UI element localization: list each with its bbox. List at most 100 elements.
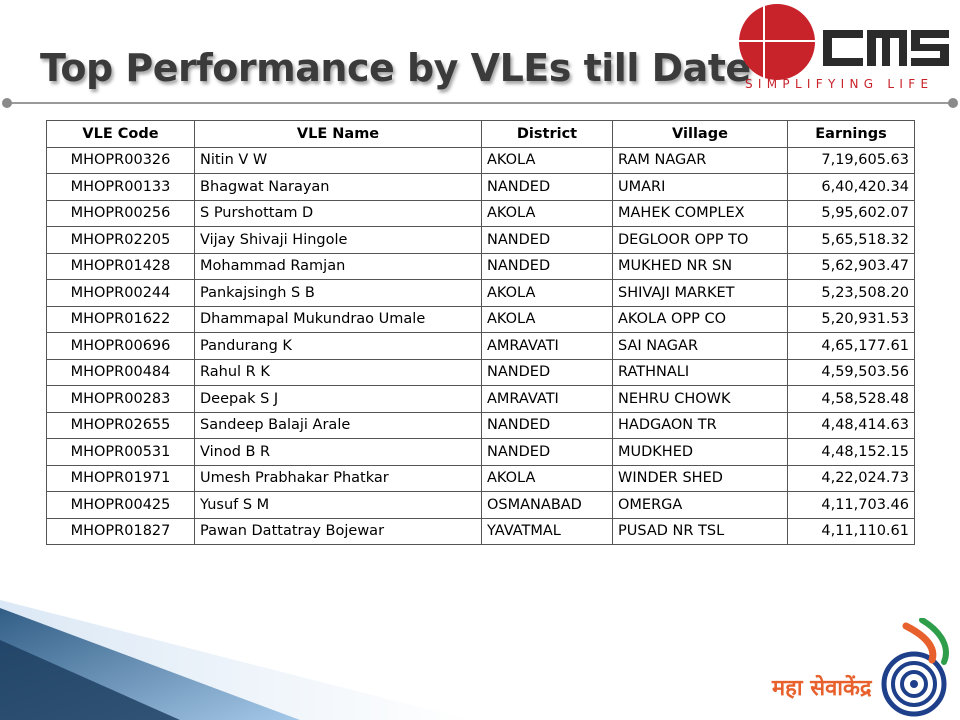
table-row: MHOPR00283 Deepak S J AMRAVATI NEHRU CHOWK 4… <box>46 385 915 413</box>
header-district: District <box>481 120 613 148</box>
header-village: Village <box>612 120 788 148</box>
maha-seva-kendra-logo <box>881 618 949 717</box>
cell-vle-code: MHOPR01971 <box>46 464 195 492</box>
cell-vle-name: Vinod B R <box>194 438 482 466</box>
cell-district: OSMANABAD <box>481 491 613 519</box>
cell-village: MUDKHED <box>612 438 788 466</box>
cell-earnings: 5,95,602.07 <box>787 199 915 227</box>
cell-village: MAHEK COMPLEX <box>612 199 788 227</box>
vle-performance-table: VLE Code VLE Name District Village Earni… <box>46 120 915 545</box>
cell-vle-name: Vijay Shivaji Hingole <box>194 226 482 254</box>
cell-vle-name: S Purshottam D <box>194 199 482 227</box>
cell-vle-name: Pawan Dattatray Bojewar <box>194 517 482 545</box>
title-divider <box>5 102 955 104</box>
cell-vle-code: MHOPR00531 <box>46 438 195 466</box>
cell-earnings: 4,11,703.46 <box>787 491 915 519</box>
table-row: MHOPR00326 Nitin V W AKOLA RAM NAGAR 7,19,60… <box>46 146 915 174</box>
cell-vle-name: Pandurang K <box>194 332 482 360</box>
cell-district: NANDED <box>481 252 613 280</box>
cell-vle-code: MHOPR00696 <box>46 332 195 360</box>
cell-village: MUKHED NR SN <box>612 252 788 280</box>
cell-vle-name: Bhagwat Narayan <box>194 173 482 201</box>
cell-vle-code: MHOPR00256 <box>46 199 195 227</box>
cell-village: SHIVAJI MARKET <box>612 279 788 307</box>
cell-earnings: 6,40,420.34 <box>787 173 915 201</box>
table-row: MHOPR00531 Vinod B R NANDED MUDKHED 4,48,152… <box>46 438 915 466</box>
cell-district: AKOLA <box>481 199 613 227</box>
cell-vle-code: MHOPR00133 <box>46 173 195 201</box>
table-row: MHOPR00133 Bhagwat Narayan NANDED UMARI 6,40… <box>46 173 915 201</box>
slide-title: Top Performance by VLEs till Date <box>40 46 751 90</box>
cell-district: NANDED <box>481 438 613 466</box>
cell-village: SAI NAGAR <box>612 332 788 360</box>
cell-vle-code: MHOPR01622 <box>46 305 195 333</box>
cell-vle-name: Dhammapal Mukundrao Umale <box>194 305 482 333</box>
table-row: MHOPR02655 Sandeep Balaji Arale NANDED HADG… <box>46 411 915 439</box>
table-header-row: VLE Code VLE Name District Village Earni… <box>46 120 915 148</box>
cell-vle-name: Mohammad Ramjan <box>194 252 482 280</box>
cell-vle-name: Rahul R K <box>194 358 482 386</box>
cell-vle-code: MHOPR00244 <box>46 279 195 307</box>
divider-right-dot <box>948 98 958 108</box>
cell-village: PUSAD NR TSL <box>612 517 788 545</box>
table-row: MHOPR00425 Yusuf S M OSMANABAD OMERGA 4,11,7… <box>46 491 915 519</box>
cell-district: AKOLA <box>481 279 613 307</box>
cell-vle-name: Sandeep Balaji Arale <box>194 411 482 439</box>
cell-vle-code: MHOPR00425 <box>46 491 195 519</box>
cell-village: HADGAON TR <box>612 411 788 439</box>
cell-vle-name: Deepak S J <box>194 385 482 413</box>
cell-district: AKOLA <box>481 305 613 333</box>
table-row: MHOPR01827 Pawan Dattatray Bojewar YAVATMA… <box>46 517 915 545</box>
cell-district: AKOLA <box>481 146 613 174</box>
cell-earnings: 4,22,024.73 <box>787 464 915 492</box>
cell-village: WINDER SHED <box>612 464 788 492</box>
cell-district: NANDED <box>481 173 613 201</box>
cell-village: NEHRU CHOWK <box>612 385 788 413</box>
cell-earnings: 4,59,503.56 <box>787 358 915 386</box>
cell-earnings: 4,65,177.61 <box>787 332 915 360</box>
cell-vle-code: MHOPR02205 <box>46 226 195 254</box>
cell-district: YAVATMAL <box>481 517 613 545</box>
cell-earnings: 5,62,903.47 <box>787 252 915 280</box>
cell-village: AKOLA OPP CO <box>612 305 788 333</box>
cell-earnings: 5,23,508.20 <box>787 279 915 307</box>
cell-vle-code: MHOPR00484 <box>46 358 195 386</box>
table-row: MHOPR02205 Vijay Shivaji Hingole NANDED DEG… <box>46 226 915 254</box>
cell-district: NANDED <box>481 411 613 439</box>
cell-earnings: 4,58,528.48 <box>787 385 915 413</box>
cell-district: AMRAVATI <box>481 332 613 360</box>
cell-vle-name: Pankajsingh S B <box>194 279 482 307</box>
cell-vle-code: MHOPR00326 <box>46 146 195 174</box>
divider-left-dot <box>2 98 12 108</box>
cell-village: RAM NAGAR <box>612 146 788 174</box>
header-earnings: Earnings <box>787 120 915 148</box>
table-row: MHOPR00244 Pankajsingh S B AKOLA SHIVAJI MA… <box>46 279 915 307</box>
cell-earnings: 4,11,110.61 <box>787 517 915 545</box>
table-row: MHOPR00696 Pandurang K AMRAVATI SAI NAGAR 4,… <box>46 332 915 360</box>
cell-vle-name: Yusuf S M <box>194 491 482 519</box>
cell-earnings: 7,19,605.63 <box>787 146 915 174</box>
cell-vle-name: Nitin V W <box>194 146 482 174</box>
table-row: MHOPR01428 Mohammad Ramjan NANDED MUKHED NR… <box>46 252 915 280</box>
cell-vle-code: MHOPR01428 <box>46 252 195 280</box>
cell-village: UMARI <box>612 173 788 201</box>
logo-tagline: SIMPLIFYING LIFE <box>745 77 934 91</box>
table-row: MHOPR00256 S Purshottam D AKOLA MAHEK COMPL… <box>46 199 915 227</box>
cell-district: AMRAVATI <box>481 385 613 413</box>
cell-vle-name: Umesh Prabhakar Phatkar <box>194 464 482 492</box>
cell-district: NANDED <box>481 226 613 254</box>
header-vle-code: VLE Code <box>46 120 195 148</box>
table-row: MHOPR00484 Rahul R K NANDED RATHNALI 4,59,50… <box>46 358 915 386</box>
cell-earnings: 4,48,152.15 <box>787 438 915 466</box>
cell-district: NANDED <box>481 358 613 386</box>
cell-village: RATHNALI <box>612 358 788 386</box>
cell-vle-code: MHOPR01827 <box>46 517 195 545</box>
maha-logo-text: महा सेवाकेंद्र <box>772 676 872 701</box>
table-row: MHOPR01622 Dhammapal Mukundrao Umale AKOLA… <box>46 305 915 333</box>
cell-earnings: 4,48,414.63 <box>787 411 915 439</box>
table-row: MHOPR01971 Umesh Prabhakar Phatkar AKOLA WI… <box>46 464 915 492</box>
cell-earnings: 5,20,931.53 <box>787 305 915 333</box>
cell-vle-code: MHOPR00283 <box>46 385 195 413</box>
cell-village: OMERGA <box>612 491 788 519</box>
cell-district: AKOLA <box>481 464 613 492</box>
